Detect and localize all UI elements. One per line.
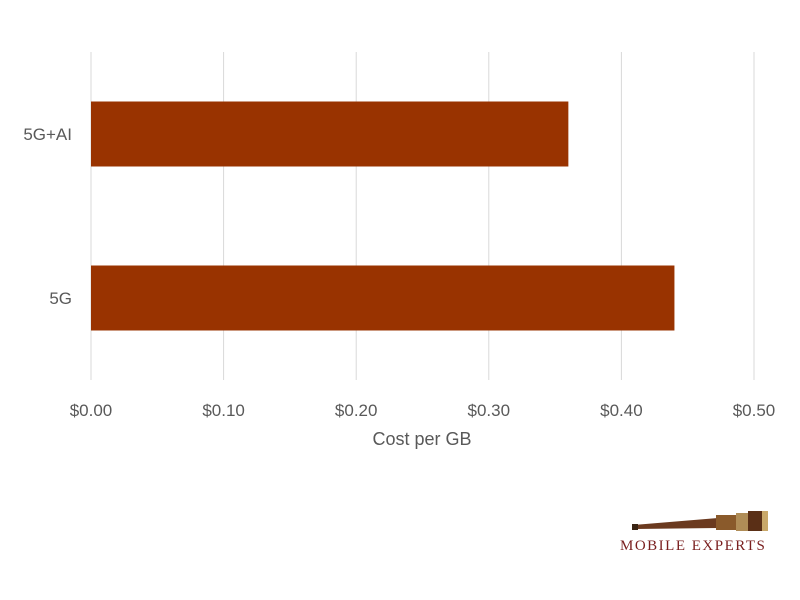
category-label: 5G+AI — [23, 125, 72, 144]
telescope-icon — [632, 511, 768, 531]
x-tick-labels: $0.00 $0.10 $0.20 $0.30 $0.40 $0.50 — [70, 401, 776, 420]
bar — [91, 265, 675, 331]
x-tick-label: $0.00 — [70, 401, 113, 420]
logo-text: MOBILE EXPERTS — [620, 538, 767, 554]
bars — [91, 101, 675, 331]
x-tick-label: $0.50 — [733, 401, 776, 420]
x-tick-label: $0.30 — [468, 401, 511, 420]
gridlines — [90, 52, 755, 380]
x-tick-label: $0.40 — [600, 401, 643, 420]
bar — [91, 101, 569, 167]
category-label: 5G — [49, 289, 72, 308]
x-axis-title: Cost per GB — [372, 429, 471, 449]
x-tick-label: $0.20 — [335, 401, 378, 420]
x-tick-label: $0.10 — [202, 401, 245, 420]
category-labels: 5G+AI 5G — [23, 125, 72, 308]
